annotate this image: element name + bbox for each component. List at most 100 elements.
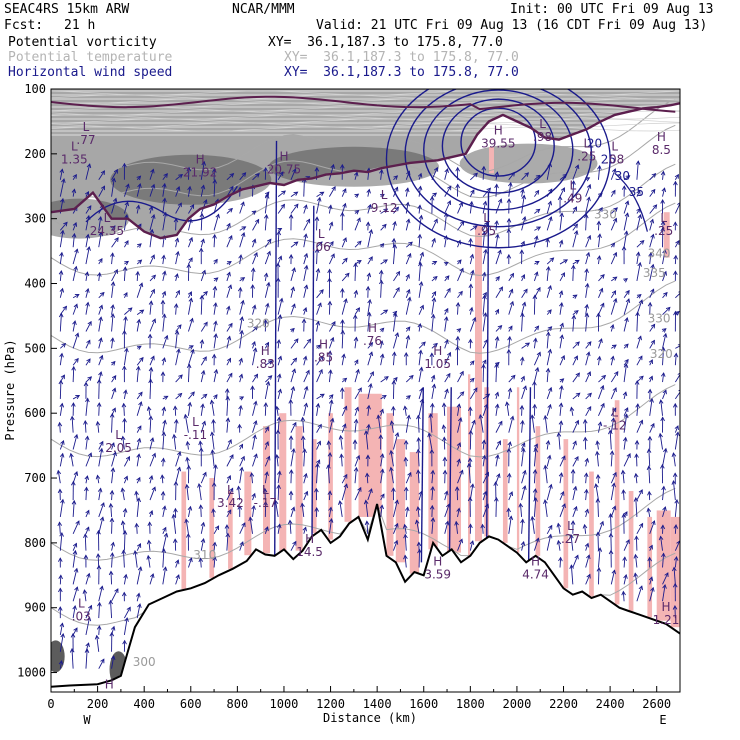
wind-vector-head	[199, 294, 205, 300]
wind-vector	[226, 358, 231, 366]
wind-vector-head	[459, 469, 464, 475]
wind-vector	[175, 290, 180, 298]
wind-vector-head	[61, 342, 67, 348]
wind-vector-head	[660, 220, 666, 226]
wind-vector	[239, 300, 244, 315]
wind-vector	[584, 524, 587, 534]
wind-vector	[303, 253, 308, 265]
wind-vector-head	[137, 223, 142, 229]
wind-vector	[290, 507, 295, 518]
updraft-vector	[527, 387, 532, 569]
wind-vector-head	[546, 454, 552, 460]
wind-vector-head	[419, 251, 425, 257]
x-tick-label: 800	[227, 697, 249, 711]
wind-vector	[495, 199, 502, 214]
wind-vector	[404, 555, 407, 568]
wind-vector	[610, 513, 612, 534]
wind-vector	[380, 354, 384, 366]
wind-vector	[302, 436, 305, 450]
wind-vector	[431, 470, 434, 484]
wind-vector	[277, 356, 282, 366]
wind-vector-head	[72, 221, 78, 227]
wind-vector-head	[379, 327, 385, 333]
wind-vector-head	[303, 385, 309, 391]
wind-vector-head	[533, 497, 538, 502]
wind-vector	[239, 358, 243, 366]
wind-vector	[457, 404, 460, 416]
wind-vector-head	[201, 269, 207, 275]
wind-vector-head	[405, 218, 411, 224]
wind-vector	[354, 337, 357, 349]
wind-vector	[572, 260, 580, 265]
wind-vector-head	[97, 271, 102, 277]
wind-vector	[367, 383, 372, 400]
wind-vector	[380, 169, 383, 180]
wind-vector-head	[507, 387, 513, 393]
wind-vector	[544, 500, 548, 517]
wind-vector-head	[228, 207, 233, 213]
wind-vector-head	[59, 402, 65, 408]
wind-vector-head	[203, 199, 208, 205]
wind-vector	[444, 235, 447, 248]
high-marker: H	[279, 149, 288, 163]
wind-vector	[175, 186, 180, 197]
isentrope-label: 330	[648, 311, 671, 325]
wind-vector	[431, 238, 436, 248]
wind-vector-head	[444, 307, 449, 313]
wind-vector-head	[340, 319, 345, 324]
wind-vector-head	[225, 532, 231, 538]
wind-vector	[123, 267, 126, 281]
wind-vector-head	[534, 366, 540, 372]
y-axis-title: Pressure (hPa)	[3, 339, 17, 440]
wind-vector	[636, 208, 641, 214]
wind-vector-head	[481, 363, 486, 369]
tropopause-layer	[51, 95, 680, 240]
wind-vector	[585, 489, 588, 501]
wind-vector	[264, 194, 268, 214]
wind-vector-head	[574, 259, 580, 265]
wind-vector	[521, 485, 526, 501]
wind-vector	[85, 215, 90, 231]
wind-vector-head	[300, 502, 305, 508]
wind-vector	[508, 289, 513, 298]
wind-vector-head	[122, 530, 128, 535]
wind-vector-head	[663, 291, 668, 297]
wind-vector	[469, 307, 473, 315]
cloud-column	[228, 491, 233, 569]
wind-vector-head	[548, 524, 553, 530]
header-org: NCAR/MMM	[232, 2, 295, 17]
west-end-label: W	[83, 713, 91, 727]
wind-vector-head	[429, 504, 435, 510]
wind-vector-head	[138, 401, 143, 407]
wind-vector-head	[395, 270, 401, 276]
wind-vector	[457, 539, 463, 551]
wind-vector	[111, 442, 115, 450]
wind-vector-head	[187, 185, 192, 191]
wind-vector-head	[407, 252, 412, 258]
wind-vector-head	[210, 449, 216, 455]
wind-vector-head	[368, 351, 374, 357]
wind-vector	[508, 388, 511, 400]
wind-vector-head	[293, 191, 299, 196]
wind-vector-head	[556, 432, 562, 437]
wind-vector-head	[124, 201, 129, 207]
wind-vector	[200, 185, 205, 197]
wind-vector-head	[573, 355, 578, 361]
wind-vector	[316, 403, 319, 416]
wind-vector-head	[391, 487, 396, 492]
wind-vector-head	[485, 393, 491, 399]
wind-vector	[354, 217, 361, 231]
wind-vector	[213, 286, 216, 298]
wind-vector	[354, 387, 362, 400]
wind-vector	[277, 471, 281, 484]
wind-vector-head	[521, 447, 526, 453]
wind-vector-head	[184, 518, 189, 524]
wind-vector-head	[327, 277, 332, 283]
extremum-value: 17.96	[92, 691, 126, 705]
wind-vector	[534, 325, 539, 332]
wind-vector-head	[635, 311, 640, 317]
wind-vector-head	[71, 402, 76, 407]
wind-vector	[252, 505, 255, 517]
wind-vector-head	[365, 472, 370, 478]
wind-vector	[71, 416, 74, 433]
